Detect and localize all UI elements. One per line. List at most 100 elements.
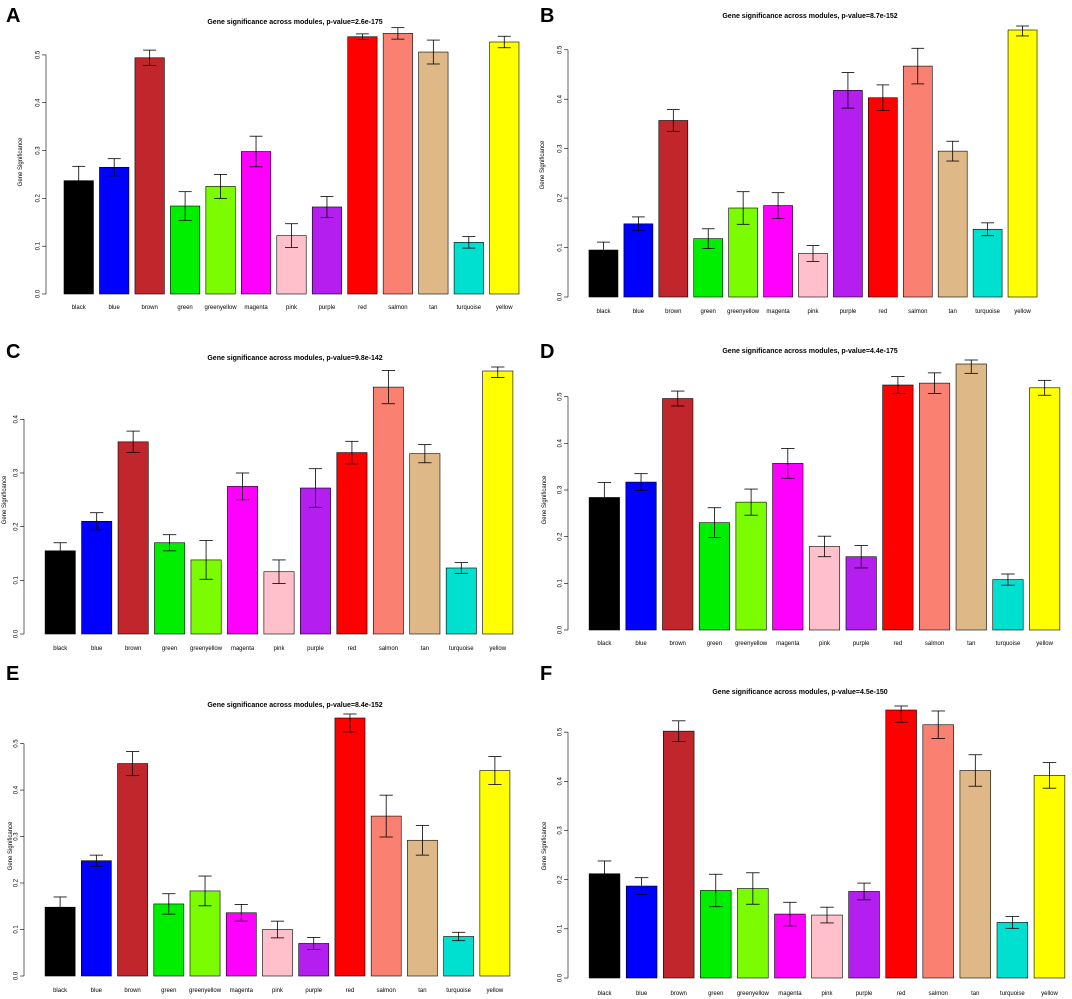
bar-pink	[263, 571, 295, 635]
x-tick-label: green	[177, 305, 192, 311]
x-tick-label: green	[707, 641, 722, 647]
bar-brown	[134, 57, 165, 295]
error-bar-yellow	[1042, 762, 1057, 789]
y-tick-label: 0.2	[558, 532, 564, 541]
error-bar-yellow	[488, 756, 502, 785]
bar-magenta	[763, 205, 793, 298]
y-tick-label: 0.2	[14, 522, 20, 531]
y-tick-label: 0.4	[558, 439, 564, 448]
y-tick-label: 0.1	[14, 925, 20, 934]
bar-salmon	[372, 386, 404, 635]
bar-blue	[81, 520, 113, 635]
panel-letter: C	[6, 341, 20, 363]
y-tick-label: 0.4	[558, 776, 564, 785]
error-bar-pink	[817, 535, 832, 558]
y-tick-label: 0.4	[558, 94, 564, 103]
bar-tan	[407, 839, 438, 977]
error-bar-red	[891, 376, 905, 394]
y-tick-label: 0.5	[36, 50, 42, 59]
error-bar-purple	[841, 72, 855, 109]
error-bar-blue	[107, 158, 121, 177]
error-bar-yellow	[491, 366, 505, 378]
panel-letter: D	[540, 341, 554, 363]
y-tick-label: 0.1	[558, 924, 564, 933]
x-tick-label: greenyellow	[190, 646, 223, 652]
error-bar-red	[355, 33, 369, 41]
error-bar-greenyellow	[214, 174, 228, 199]
panel-F: F Gene significance across modules, p-val…	[540, 663, 1066, 997]
bar-brown	[662, 398, 694, 631]
error-bar-black	[53, 542, 67, 560]
panel-D: D Gene significance across modules, p-val…	[540, 341, 1061, 647]
y-tick-label: 0.0	[14, 971, 20, 980]
x-tick-label: tan	[967, 641, 975, 647]
y-tick-label: 0.3	[558, 826, 564, 835]
error-bar-red	[876, 84, 890, 111]
bar-green	[153, 903, 185, 977]
y-axis-label: Gene Significance	[18, 137, 24, 186]
x-tick-label: salmon	[925, 641, 944, 647]
bar-pink	[808, 546, 841, 631]
x-tick-label: turquoise	[975, 309, 1000, 315]
x-tick-label: magenta	[778, 991, 802, 997]
y-tick-label: 0.4	[36, 98, 42, 107]
x-tick-label: salmon	[388, 305, 407, 311]
x-tick-label: purple	[319, 305, 336, 311]
bar-turquoise	[972, 228, 1003, 298]
bar-red	[882, 384, 914, 631]
error-bar-pink	[270, 920, 285, 939]
error-bar-turquoise	[462, 236, 476, 249]
x-tick-label: brown	[671, 991, 687, 997]
error-bar-blue	[90, 512, 104, 531]
error-bar-salmon	[911, 47, 925, 85]
error-bar-brown	[666, 109, 680, 132]
error-bar-tan	[968, 754, 983, 787]
chart-title: Gene significance across modules, p-valu…	[722, 13, 897, 20]
x-tick-label: black	[598, 991, 613, 997]
bar-red	[336, 452, 368, 635]
x-tick-label: purple	[307, 646, 324, 652]
x-tick-label: salmon	[929, 991, 948, 997]
bar-black	[588, 497, 620, 631]
x-tick-label: yellow	[1036, 641, 1053, 647]
x-tick-label: brown	[141, 305, 157, 311]
error-bar-purple	[857, 882, 871, 901]
x-tick-label: red	[879, 309, 888, 315]
bar-turquoise	[992, 579, 1024, 631]
error-bar-magenta	[781, 448, 795, 479]
x-tick-label: blue	[109, 305, 121, 311]
x-tick-label: turquoise	[1000, 991, 1025, 997]
y-axis-label: Gene Significance	[8, 821, 14, 870]
x-tick-label: turquoise	[456, 305, 481, 311]
error-bar-tan	[946, 140, 960, 162]
x-tick-label: black	[53, 646, 68, 652]
error-bar-black	[597, 241, 610, 259]
x-tick-label: green	[701, 309, 716, 315]
x-tick-label: tan	[418, 988, 426, 994]
y-axis-label: Gene Significance	[2, 475, 8, 524]
error-bar-magenta	[771, 192, 785, 219]
bar-green	[170, 205, 201, 295]
bar-magenta	[225, 912, 257, 977]
bar-blue	[625, 885, 658, 979]
error-bar-turquoise	[1005, 916, 1020, 929]
x-tick-label: brown	[665, 309, 681, 315]
error-bar-purple	[320, 196, 334, 218]
bar-blue	[99, 166, 130, 295]
panel-letter: A	[6, 5, 20, 27]
bar-brown	[658, 120, 689, 298]
error-bar-tan	[415, 824, 430, 856]
bar-red	[334, 717, 366, 977]
error-bar-greenyellow	[736, 191, 750, 225]
x-tick-label: blue	[635, 641, 647, 647]
bar-turquoise	[443, 936, 474, 977]
x-tick-label: green	[162, 646, 177, 652]
chart-title: Gene significance across modules, p-valu…	[722, 348, 897, 355]
y-tick-label: 0.3	[558, 485, 564, 494]
x-tick-label: yellow	[489, 646, 506, 652]
bar-turquoise	[996, 922, 1029, 979]
x-tick-label: tan	[421, 646, 429, 652]
error-bar-salmon	[927, 372, 942, 394]
bar-salmon	[902, 65, 933, 298]
error-bar-turquoise	[1001, 573, 1015, 586]
